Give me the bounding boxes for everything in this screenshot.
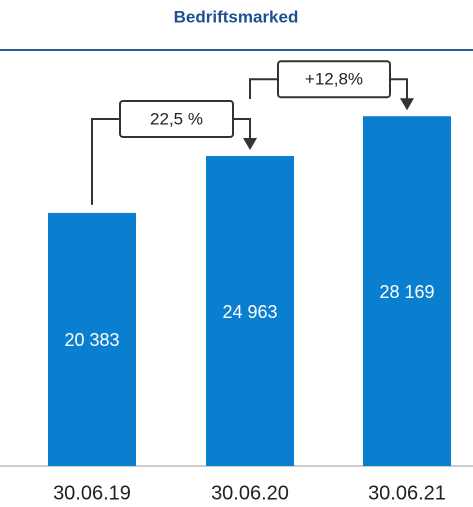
annotation-connector (233, 118, 251, 140)
annotation-connector (390, 78, 408, 100)
annotation-connector (91, 118, 120, 205)
value-label: 28 169 (379, 282, 434, 302)
annotation-box (119, 100, 234, 139)
x-tick-label: 30.06.21 (368, 482, 446, 504)
bar (363, 116, 451, 466)
value-label: 20 383 (64, 330, 119, 350)
annotation-text: 22,5 % (150, 109, 203, 128)
x-tick-label: 30.06.19 (53, 482, 131, 504)
value-label: 24 963 (222, 302, 277, 322)
annotation-arrow (400, 98, 414, 111)
bar (206, 156, 294, 466)
annotation-box (277, 60, 391, 99)
x-tick-label: 30.06.20 (211, 482, 289, 504)
bar (48, 212, 136, 466)
chart-title: Bedriftsmarked (174, 7, 299, 26)
annotation-connector (249, 78, 278, 100)
annotation-text: +12,8% (305, 70, 363, 89)
annotation-arrow (243, 138, 257, 151)
